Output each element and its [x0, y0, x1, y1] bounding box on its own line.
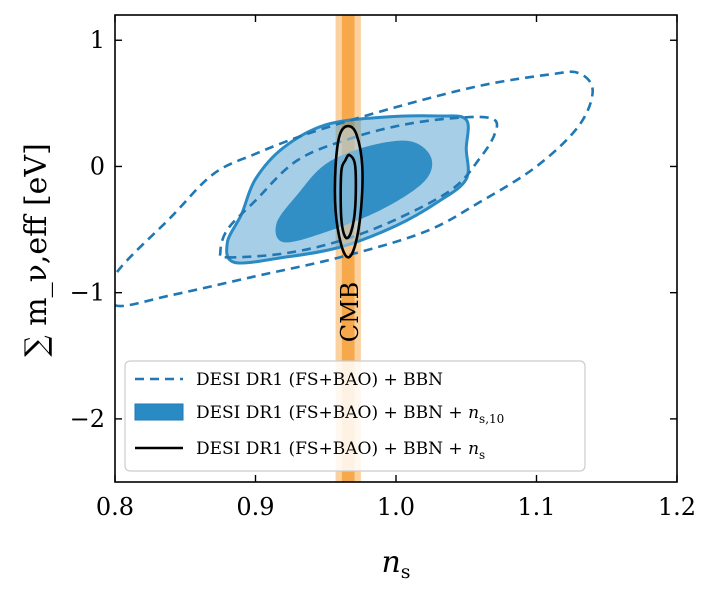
y-axis-label: ∑ m_ν,eff [eV] [19, 143, 54, 357]
x-tick-label: 0.8 [96, 493, 134, 521]
y-tick-label: 1 [90, 26, 105, 54]
legend-box [124, 360, 586, 472]
legend-label: DESI DR1 (FS+BAO) + BBN [196, 370, 443, 390]
cmb-annotation: CMB [336, 282, 364, 343]
y-tick-label: 0 [90, 152, 105, 180]
x-tick-label: 1.2 [658, 493, 696, 521]
solid-contour-95 [333, 124, 364, 259]
filled-contour-68 [275, 140, 433, 243]
y-tick-label: −2 [70, 405, 105, 433]
solid-contour-68 [339, 153, 358, 240]
legend-label: DESI DR1 (FS+BAO) + BBN + ns,10 [196, 403, 504, 426]
y-tick-label: −1 [70, 279, 105, 307]
legend-swatch-filled [134, 403, 184, 421]
legend: DESI DR1 (FS+BAO) + BBN DESI DR1 (FS+BAO)… [124, 360, 586, 472]
x-tick-label: 0.9 [236, 493, 274, 521]
contour-layer [115, 70, 595, 308]
dashed-contour-68 [218, 115, 499, 259]
axes-layer: 0.8 0.9 1.0 1.1 1.2 1 0 −1 −2 ns ∑ m_ν,eff [eV] [19, 14, 696, 583]
x-tick-label: 1.0 [377, 493, 415, 521]
legend-label: DESI DR1 (FS+BAO) + BBN + ns [196, 439, 485, 462]
x-axis-label: ns [381, 545, 410, 583]
dashed-contour-95 [115, 70, 595, 308]
x-tick-label: 1.1 [517, 493, 555, 521]
